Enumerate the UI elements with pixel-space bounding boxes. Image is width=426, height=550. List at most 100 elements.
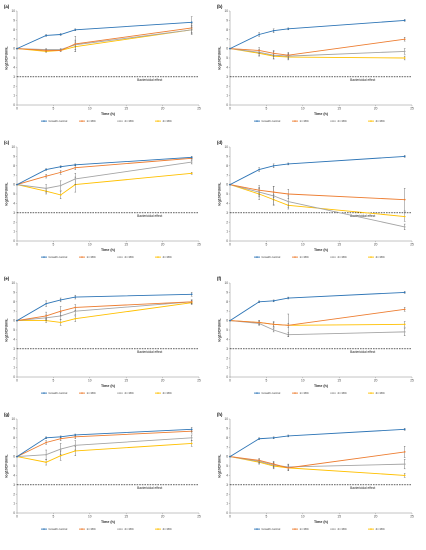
y-tick-label: 3 [13, 483, 15, 487]
y-tick-label: 5 [13, 464, 15, 468]
y-tick-label: 0 [13, 511, 15, 515]
x-tick-label: 25 [410, 107, 414, 111]
panel-label: (d) [217, 140, 223, 145]
data-point [403, 323, 406, 326]
data-point [272, 191, 275, 193]
y-tick-label: 0 [226, 511, 228, 515]
threshold-label: Bactericidal effect [137, 486, 162, 490]
series-line [229, 451, 405, 469]
y-tick-label: 0 [226, 375, 228, 379]
y-tick-label: 8 [226, 436, 228, 440]
x-tick-label: 25 [410, 243, 414, 247]
data-point [59, 454, 62, 457]
y-tick-label: 3 [13, 75, 15, 79]
y-tick-label: 4 [13, 474, 15, 478]
legend-marker [119, 256, 121, 258]
data-point [403, 463, 406, 465]
legend-label: 4× MIC [163, 391, 172, 395]
data-point [45, 453, 47, 456]
legend-label: 2× MIC [125, 391, 134, 395]
legend-label: 4× MIC [376, 391, 385, 395]
y-tick-label: 1 [226, 366, 228, 370]
legend-marker [81, 528, 83, 530]
x-tick-label: 0 [16, 243, 18, 247]
x-tick-label: 20 [161, 107, 165, 111]
chart-panel: (h) 0 1 2 3 4 5 6 7 8 9 10 0 5 10 15 20 25 Time (h) log10CF… [217, 412, 414, 531]
legend-marker [157, 256, 159, 258]
data-point [45, 34, 47, 37]
x-tick-label: 15 [124, 515, 128, 519]
legend-label: 4× MIC [163, 119, 172, 123]
data-point [272, 29, 275, 32]
legend-label: Growth control [49, 391, 68, 395]
data-point [190, 293, 193, 296]
data-point [229, 183, 231, 186]
y-axis-label: log10CFU/mL [218, 182, 222, 206]
data-point [287, 200, 290, 203]
data-point [59, 310, 62, 313]
data-point [403, 198, 406, 201]
legend-label: Growth control [262, 119, 281, 123]
data-point [272, 436, 275, 439]
legend-marker [43, 392, 45, 394]
data-point [403, 38, 406, 41]
data-point [59, 194, 62, 196]
legend-marker [332, 256, 334, 258]
x-tick-label: 15 [337, 107, 341, 111]
data-point [190, 442, 193, 445]
data-point [45, 175, 47, 177]
data-point [74, 317, 77, 320]
y-tick-label: 5 [13, 328, 15, 332]
x-tick-label: 10 [301, 379, 305, 383]
x-tick-label: 15 [337, 379, 341, 383]
data-point [74, 306, 77, 309]
y-tick-label: 6 [226, 455, 228, 459]
y-tick-label: 5 [226, 56, 228, 60]
x-tick-label: 5 [266, 379, 268, 383]
data-point [45, 441, 47, 444]
y-tick-label: 6 [226, 47, 228, 51]
data-point [74, 310, 77, 313]
threshold-label: Bactericidal effect [350, 214, 375, 218]
data-point [403, 50, 406, 53]
y-tick-label: 3 [13, 347, 15, 351]
x-tick-label: 5 [53, 379, 55, 383]
data-point [272, 300, 275, 302]
x-tick-label: 0 [229, 515, 231, 519]
data-point [74, 178, 77, 180]
y-tick-label: 3 [226, 211, 228, 215]
y-tick-label: 0 [13, 103, 15, 107]
y-tick-label: 10 [224, 281, 228, 285]
legend-marker [43, 120, 45, 122]
x-tick-label: 0 [229, 379, 231, 383]
y-tick-label: 0 [226, 103, 228, 107]
data-point [45, 302, 47, 305]
data-point [190, 161, 193, 163]
legend-label: Growth control [262, 255, 281, 259]
legend-marker [332, 120, 334, 122]
x-tick-label: 5 [53, 243, 55, 247]
y-tick-label: 9 [226, 19, 228, 23]
data-point [403, 451, 406, 453]
data-point [287, 324, 290, 327]
legend-marker [81, 120, 83, 122]
y-axis-label: log10CFU/mL [5, 182, 9, 206]
data-point [258, 49, 260, 52]
y-axis-label: log10CFU/mL [5, 46, 9, 70]
series-line [229, 48, 405, 57]
legend-marker [370, 256, 372, 258]
y-tick-label: 0 [13, 375, 15, 379]
threshold-label: Bactericidal effect [350, 486, 375, 490]
y-tick-label: 1 [226, 502, 228, 506]
data-point [59, 165, 62, 168]
x-tick-label: 15 [124, 107, 128, 111]
y-tick-label: 0 [13, 239, 15, 243]
series-line [229, 184, 405, 228]
y-tick-label: 4 [13, 66, 15, 70]
y-tick-label: 8 [13, 28, 15, 32]
legend-label: 1× MIC [87, 119, 96, 123]
legend-marker [256, 120, 258, 122]
data-point [16, 319, 18, 322]
x-tick-label: 25 [410, 515, 414, 519]
y-tick-label: 1 [226, 230, 228, 234]
